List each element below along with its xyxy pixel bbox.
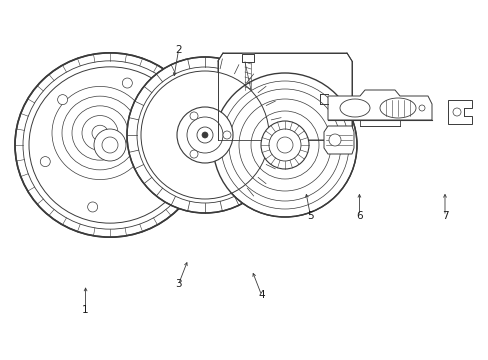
Text: 7: 7 (441, 211, 447, 221)
Polygon shape (324, 126, 353, 154)
Circle shape (328, 134, 340, 146)
Text: 3: 3 (175, 279, 182, 289)
Circle shape (177, 107, 232, 163)
Ellipse shape (213, 73, 356, 217)
Circle shape (190, 112, 198, 120)
Polygon shape (218, 53, 351, 140)
Circle shape (261, 121, 308, 169)
Ellipse shape (127, 57, 283, 213)
Circle shape (452, 108, 460, 116)
Circle shape (268, 129, 301, 161)
Circle shape (152, 185, 162, 195)
Circle shape (94, 129, 126, 161)
Ellipse shape (15, 53, 204, 237)
Circle shape (102, 137, 118, 153)
Ellipse shape (29, 67, 191, 223)
Circle shape (169, 123, 180, 134)
Circle shape (202, 132, 207, 138)
Circle shape (276, 137, 292, 153)
Ellipse shape (379, 98, 415, 118)
Circle shape (122, 78, 132, 88)
Text: 2: 2 (175, 45, 182, 55)
Polygon shape (327, 90, 431, 120)
Circle shape (223, 131, 230, 139)
Text: 5: 5 (306, 211, 313, 221)
Circle shape (418, 105, 424, 111)
Ellipse shape (339, 99, 369, 117)
Circle shape (40, 157, 50, 167)
Text: 6: 6 (355, 211, 362, 221)
Polygon shape (447, 100, 471, 124)
Ellipse shape (141, 71, 268, 199)
Text: 1: 1 (82, 305, 89, 315)
Text: 4: 4 (258, 290, 264, 300)
Circle shape (87, 202, 98, 212)
Circle shape (197, 127, 213, 143)
Circle shape (58, 95, 67, 105)
Polygon shape (242, 54, 253, 62)
Circle shape (190, 150, 198, 158)
Circle shape (186, 117, 223, 153)
